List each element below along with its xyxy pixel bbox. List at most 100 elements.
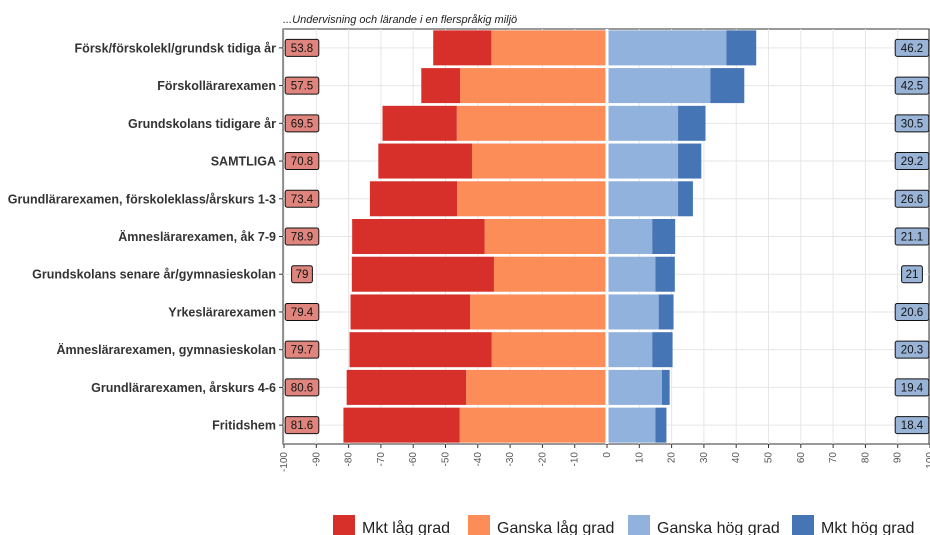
x-tick-label: 40	[731, 452, 742, 464]
total-label-box	[894, 340, 930, 359]
total-label-box	[894, 114, 930, 133]
bar-segment	[493, 256, 607, 292]
total-label: 30.5	[901, 118, 923, 130]
x-tick-label: -10	[570, 452, 581, 467]
category-label: Grundlärarexamen, årskurs 4-6	[91, 381, 276, 395]
bar-segment	[678, 105, 706, 141]
legend-swatch	[792, 515, 814, 535]
bar-segment	[351, 256, 494, 292]
total-label-box	[894, 378, 930, 397]
total-label: 78.9	[291, 232, 313, 244]
total-label-box	[894, 227, 930, 246]
bar-segment	[726, 30, 757, 66]
bar-segment	[491, 332, 607, 368]
total-label: 79.7	[291, 345, 313, 357]
bar-segment	[433, 30, 492, 66]
bar-segment	[607, 105, 679, 141]
total-label-box	[284, 38, 320, 57]
total-label-box	[284, 302, 320, 321]
bar-segment	[607, 30, 727, 66]
category-label: Ämneslärarexamen, gymnasieskolan	[56, 342, 276, 357]
bar-segment	[343, 407, 460, 443]
bar-segment	[607, 294, 659, 330]
x-tick-label: 90	[893, 452, 904, 464]
total-label-box	[284, 189, 320, 208]
category-label: Förskollärarexamen	[157, 79, 276, 93]
total-label-box	[284, 378, 320, 397]
total-label-box	[901, 265, 923, 284]
bar-segment	[658, 294, 674, 330]
total-label: 20.3	[901, 345, 923, 357]
x-axis-ticks: -100 -90 -80 -70 -60 -50 -40 -30 -20 -10 0 10 20 30 40…	[279, 444, 930, 472]
total-label-box	[284, 152, 320, 171]
total-label: 73.4	[291, 194, 314, 206]
bar-segment	[661, 369, 670, 405]
bar-segment	[652, 219, 676, 254]
category-label: Grundskolans senare år/gymnasieskolan	[32, 268, 276, 282]
x-tick-label: 30	[699, 452, 710, 464]
total-label: 69.5	[291, 118, 313, 130]
category-label: Grundskolans tidigare år	[128, 117, 276, 131]
bar-segment	[607, 256, 656, 292]
bar-segment	[378, 143, 472, 179]
bar-segment	[491, 30, 607, 66]
bar-segment	[369, 181, 458, 217]
category-label: SAMTLIGA	[211, 155, 276, 169]
bar-segment	[655, 256, 675, 292]
total-label-box	[284, 76, 320, 95]
legend-label: Ganska låg grad	[497, 519, 614, 535]
total-label: 20.6	[901, 307, 923, 319]
bar-segment	[460, 68, 607, 104]
legend-label: Mkt hög grad	[821, 520, 914, 535]
total-label: 18.4	[901, 420, 924, 432]
chart-title: ...Undervisning och lärande i en flerspr…	[283, 14, 517, 26]
x-tick-label: 100	[925, 452, 930, 469]
total-label: 46.2	[901, 43, 923, 55]
x-tick-label: -100	[279, 452, 290, 472]
legend-swatch	[468, 515, 490, 535]
bar-segment	[678, 181, 693, 217]
bar-segment	[607, 407, 656, 443]
total-label: 79.4	[291, 307, 314, 319]
x-tick-label: 10	[634, 452, 645, 464]
legend-label: Ganska hög grad	[657, 520, 780, 535]
total-label: 42.5	[901, 81, 923, 93]
total-label: 70.8	[291, 156, 313, 168]
total-label: 29.2	[901, 156, 923, 168]
bar-segment	[456, 105, 607, 141]
total-label-box	[284, 227, 320, 246]
legend: Mkt låg grad Ganska låg grad Ganska hög gr…	[333, 515, 914, 535]
x-tick-label: -40	[473, 452, 484, 467]
bar-segment	[459, 407, 607, 443]
x-tick-label: 60	[796, 452, 807, 464]
total-label: 26.6	[901, 194, 923, 206]
total-label-box	[894, 76, 930, 95]
bars	[343, 29, 757, 444]
total-label: 80.6	[291, 382, 313, 394]
total-labels: 53.8 46.2 57.5 42.5 69.5 30.5 70.8 29.2 73.4 26.6…	[284, 38, 930, 435]
category-labels: Försk/förskolekl/grundsk tidiga år Försko…	[8, 41, 283, 433]
x-tick-label: 70	[828, 452, 839, 464]
x-tick-label: -60	[408, 452, 419, 467]
legend-swatch	[333, 515, 355, 535]
legend-label: Mkt låg grad	[362, 519, 450, 535]
total-label-box	[894, 38, 930, 57]
x-tick-label: 20	[667, 452, 678, 464]
total-label-box	[894, 152, 930, 171]
bar-segment	[421, 68, 461, 104]
bar-segment	[607, 181, 679, 217]
bar-segment	[678, 143, 702, 179]
category-label: Försk/förskolekl/grundsk tidiga år	[75, 41, 277, 55]
bar-segment	[471, 143, 607, 179]
category-label: Ämneslärarexamen, åk 7-9	[118, 229, 276, 244]
total-label-box	[284, 416, 320, 435]
total-label-box	[291, 265, 313, 284]
bar-segment	[607, 68, 711, 104]
total-label-box	[284, 340, 320, 359]
total-label-box	[894, 416, 930, 435]
x-tick-label: -30	[505, 452, 516, 467]
x-tick-label: -80	[344, 452, 355, 467]
x-tick-label: -90	[311, 452, 322, 467]
total-label: 21	[906, 269, 919, 281]
